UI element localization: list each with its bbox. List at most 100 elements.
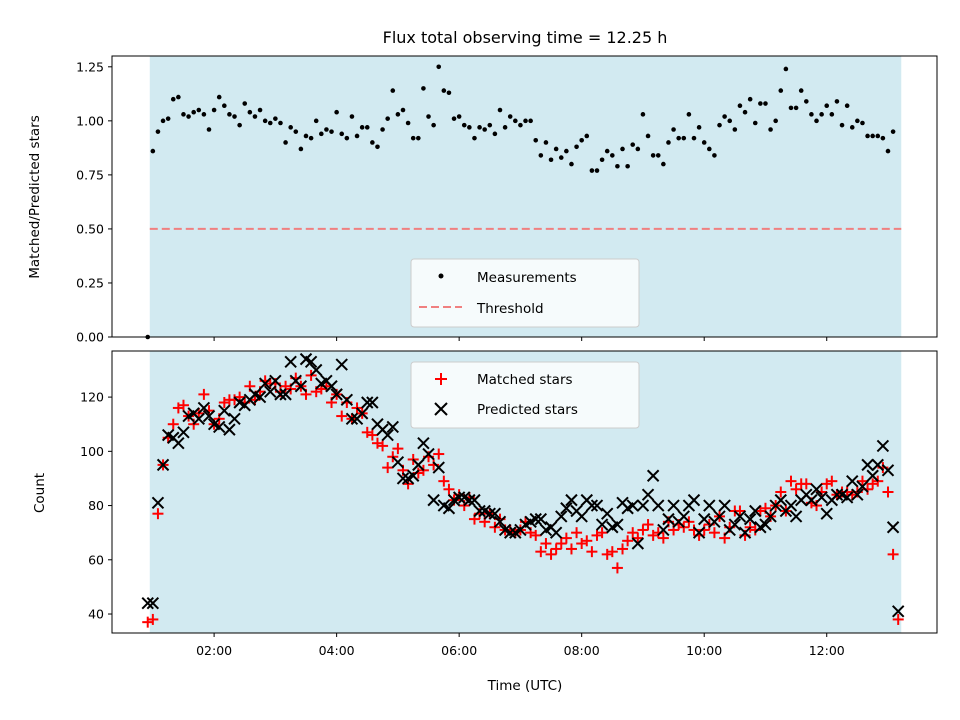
predicted-star-point — [412, 458, 425, 472]
predicted-star-point — [759, 518, 772, 531]
measurement-point — [451, 116, 457, 121]
measurement-point — [405, 120, 411, 126]
measurement-point — [390, 88, 396, 93]
predicted-star-point — [228, 412, 241, 425]
predicted-star-point — [565, 493, 578, 507]
y-tick-label: 100 — [80, 444, 104, 459]
measurement-point — [216, 94, 222, 100]
measurement-point — [814, 118, 819, 124]
measurement-point — [487, 122, 493, 128]
measurement-point — [768, 127, 773, 132]
measurement-point — [543, 140, 549, 145]
predicted-star-point — [641, 488, 655, 501]
matched-star-point — [336, 410, 348, 422]
matched-star-point — [642, 519, 654, 531]
matched-star-point — [708, 527, 720, 539]
measurement-point — [625, 163, 630, 169]
measurement-point — [849, 125, 855, 130]
predicted-star-point — [274, 388, 287, 401]
bottom-panel: 40 60 80 100 120 02:00 04:00 06:00 08:00 10:00 12… — [32, 350, 938, 694]
measurement-point — [313, 118, 319, 124]
predicted-star-point — [728, 518, 742, 531]
y-tick-label: 60 — [88, 552, 104, 567]
measurement-point — [370, 140, 375, 145]
predicted-star-point — [846, 474, 859, 488]
matched-star-point — [627, 527, 639, 539]
bottom-legend: Matched stars Predicted stars — [410, 361, 640, 429]
measurement-point — [334, 109, 339, 115]
measurement-point — [339, 131, 345, 137]
measurement-point — [860, 120, 865, 126]
measurement-point — [242, 101, 248, 106]
predicted-star-point — [284, 355, 297, 369]
measurement-point — [160, 118, 166, 124]
y-tick-label: 40 — [88, 607, 104, 622]
top-legend-box — [410, 258, 640, 328]
measurement-point — [548, 157, 554, 163]
measurement-point — [666, 140, 671, 145]
y-tick-label: 120 — [80, 390, 104, 405]
measurement-point — [273, 116, 278, 121]
measurement-point — [416, 135, 421, 141]
measurement-point — [170, 96, 176, 102]
predicted-star-point — [703, 499, 716, 512]
measurement-point — [844, 103, 850, 109]
measurement-point — [538, 153, 544, 158]
measurement-point — [426, 114, 431, 119]
matched-star-point — [606, 546, 618, 558]
matched-star-point — [147, 613, 159, 625]
predicted-star-point — [427, 493, 440, 507]
matched-star-point — [550, 543, 562, 555]
measurement-point — [778, 88, 784, 93]
top-y-axis-label: Matched/Predicted stars — [27, 115, 43, 278]
predicted-star-point — [361, 396, 374, 409]
measurement-point — [232, 114, 237, 119]
predicted-star-point — [646, 469, 660, 482]
measurement-point — [211, 107, 217, 113]
matched-star-point — [790, 483, 802, 495]
measurement-point — [308, 135, 314, 141]
measurement-point — [758, 101, 763, 106]
predicted-star-point — [595, 518, 609, 531]
predicted-star-point — [503, 526, 517, 539]
measurement-point — [278, 120, 283, 126]
measurement-point — [553, 146, 559, 152]
measurement-point — [186, 114, 191, 119]
predicted-star-point — [218, 404, 231, 417]
measurement-point — [288, 125, 293, 130]
matched-star-point — [433, 448, 445, 460]
predicted-star-point — [743, 512, 757, 526]
measurement-point — [676, 135, 681, 141]
predicted-star-point — [417, 436, 430, 450]
measurement-point — [395, 112, 401, 117]
predicted-star-point — [141, 596, 154, 610]
measurement-point — [165, 116, 171, 121]
measurement-point — [732, 127, 738, 132]
predicted-star-point — [304, 355, 318, 369]
measurement-point — [436, 64, 442, 70]
measurement-point — [610, 153, 615, 158]
measurement-point — [696, 125, 702, 130]
measurement-point — [431, 122, 436, 128]
measurements-series — [145, 64, 896, 340]
measurement-point — [533, 138, 539, 143]
bottom-x-ticks: 02:00 04:00 06:00 08:00 10:00 12:00 — [196, 633, 845, 658]
predicted-star-point — [330, 388, 343, 401]
matched-star-point — [611, 562, 623, 574]
measurement-point — [227, 112, 232, 117]
measurement-point — [518, 122, 523, 128]
y-tick-label: 1.00 — [76, 113, 104, 128]
measurement-point — [191, 109, 196, 115]
measurement-point — [829, 112, 835, 117]
predicted-star-point — [483, 507, 496, 520]
predicted-star-point — [590, 499, 604, 512]
predicted-star-point — [856, 480, 869, 493]
predicted-star-point — [749, 504, 762, 518]
measurement-point — [661, 161, 666, 167]
predicted-star-point — [662, 512, 675, 526]
y-tick-label: 80 — [88, 498, 104, 513]
measurement-point — [523, 118, 528, 124]
predicted-star-point — [177, 426, 190, 439]
predicted-star-point — [253, 390, 267, 404]
